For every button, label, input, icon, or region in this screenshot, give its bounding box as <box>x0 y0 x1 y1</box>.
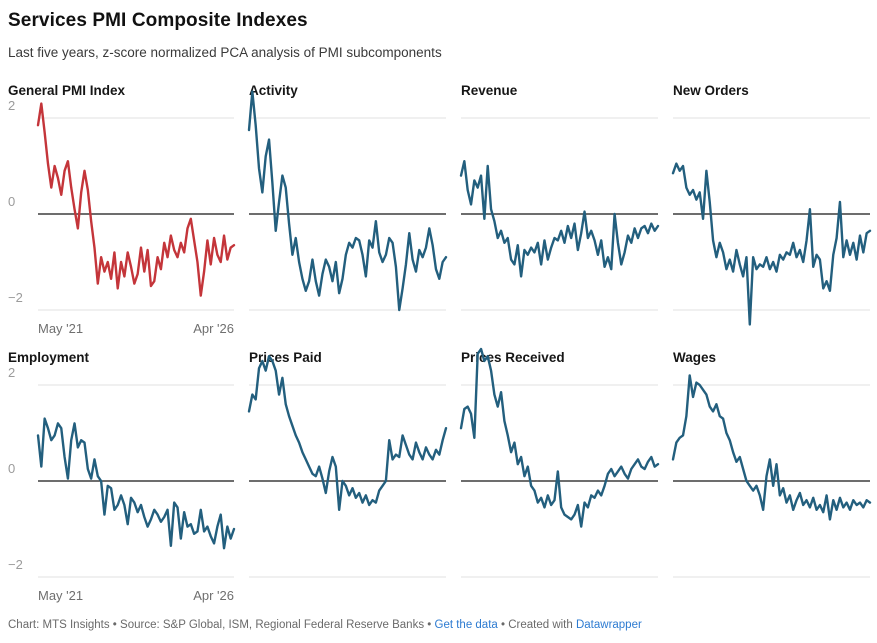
plot-row <box>249 369 446 584</box>
chart-footer: Chart: MTS Insights • Source: S&P Global… <box>8 619 869 631</box>
line-chart-svg <box>38 369 234 584</box>
plot-area <box>249 102 446 317</box>
x-axis-start-label: May '21 <box>38 321 84 336</box>
panel-title: General PMI Index <box>8 83 126 98</box>
panel-title: Wages <box>673 350 717 365</box>
plot-area <box>249 369 446 584</box>
line-chart-svg <box>673 369 870 584</box>
data-line <box>249 356 446 510</box>
chart-panel: Activity <box>249 84 446 335</box>
plot-area <box>461 369 658 584</box>
data-line <box>461 349 658 527</box>
plot-area <box>673 369 870 584</box>
footer-created-with-text: • Created with <box>497 619 576 631</box>
y-axis-labels: 2 0 −2 <box>8 365 38 584</box>
data-line <box>673 375 870 519</box>
chart-panel: Prices Received <box>461 351 658 602</box>
line-chart-svg <box>461 102 658 317</box>
plot-row <box>461 369 658 584</box>
plot-row <box>673 369 870 584</box>
footer-credit-text: Chart: MTS Insights • Source: S&P Global… <box>8 619 435 631</box>
chart-subtitle: Last five years, z-score normalized PCA … <box>8 45 442 60</box>
panel-title: Prices Received <box>461 350 565 365</box>
y-tick-label: 0 <box>8 194 16 209</box>
page-title: Services PMI Composite Indexes <box>8 10 308 31</box>
line-chart-svg <box>673 102 870 317</box>
data-line <box>249 92 446 310</box>
y-tick-label: 0 <box>8 461 16 476</box>
plot-row <box>461 102 658 317</box>
panel-title: Activity <box>249 83 298 98</box>
data-line <box>461 161 658 276</box>
get-the-data-link[interactable]: Get the data <box>434 619 498 631</box>
line-chart-svg <box>249 369 446 584</box>
x-axis-labels: May '21 Apr '26 <box>8 589 234 602</box>
line-chart-svg <box>249 102 446 317</box>
plot-area <box>38 102 234 317</box>
y-tick-label: 2 <box>8 365 16 380</box>
plot-area <box>38 369 234 584</box>
chart-panel: Employment 2 0 −2 May '21 Apr '26 <box>8 351 234 602</box>
x-axis-end-label: Apr '26 <box>193 588 234 603</box>
x-axis-start-label: May '21 <box>38 588 84 603</box>
line-chart-svg <box>38 102 234 317</box>
plot-area <box>461 102 658 317</box>
datawrapper-link[interactable]: Datawrapper <box>575 619 642 631</box>
panel-title: Employment <box>8 350 90 365</box>
plot-row <box>249 102 446 317</box>
data-line <box>673 164 870 325</box>
data-line <box>38 419 234 549</box>
panel-title: Revenue <box>461 83 518 98</box>
panel-title: New Orders <box>673 83 749 98</box>
y-tick-label: −2 <box>8 557 23 572</box>
chart-panel: Revenue <box>461 84 658 335</box>
chart-panel: New Orders <box>673 84 870 335</box>
y-axis-labels: 2 0 −2 <box>8 98 38 317</box>
small-multiples-grid: General PMI Index 2 0 −2 May '21 Apr '26 A… <box>8 84 869 602</box>
y-tick-label: 2 <box>8 98 16 113</box>
plot-row: 2 0 −2 <box>8 98 234 317</box>
plot-area <box>673 102 870 317</box>
plot-row <box>673 102 870 317</box>
plot-row: 2 0 −2 <box>8 365 234 584</box>
data-line <box>38 104 234 296</box>
line-chart-svg <box>461 369 658 584</box>
x-axis-labels: May '21 Apr '26 <box>8 322 234 335</box>
x-axis-end-label: Apr '26 <box>193 321 234 336</box>
y-tick-label: −2 <box>8 290 23 305</box>
panel-title: Prices Paid <box>249 350 322 365</box>
chart-panel: Wages <box>673 351 870 602</box>
chart-panel: Prices Paid <box>249 351 446 602</box>
chart-panel: General PMI Index 2 0 −2 May '21 Apr '26 <box>8 84 234 335</box>
